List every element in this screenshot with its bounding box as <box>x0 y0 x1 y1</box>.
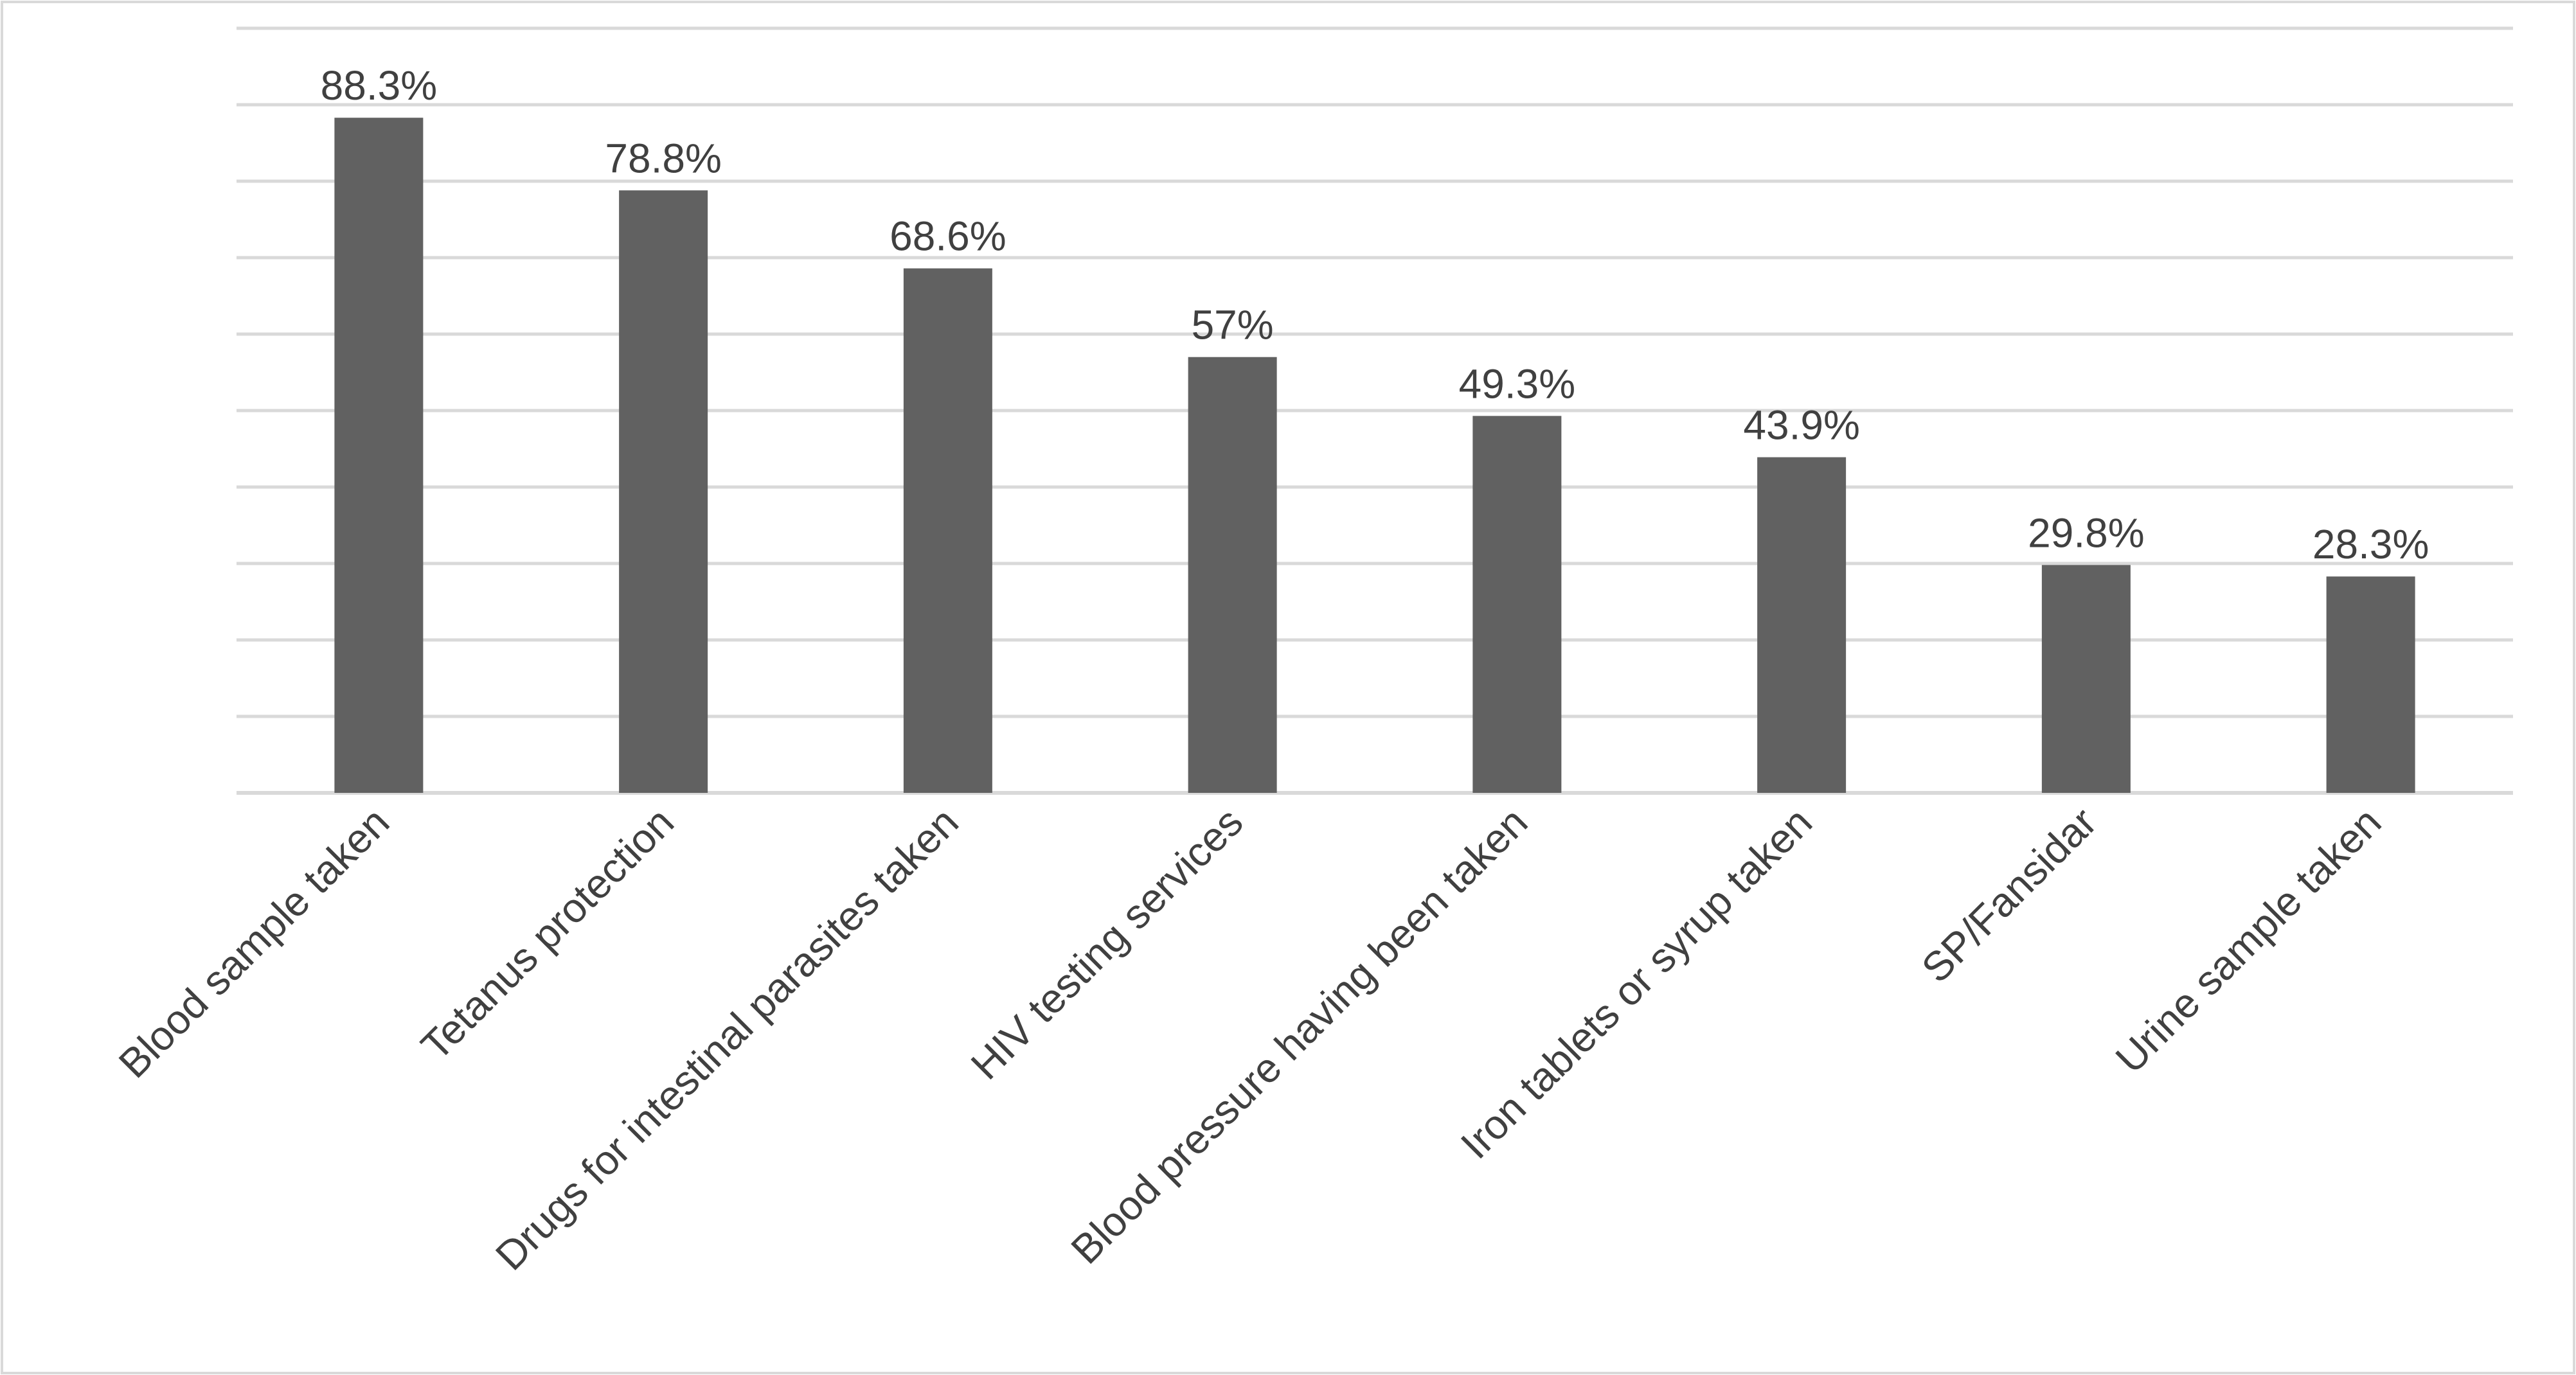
bar-8 <box>2326 576 2415 793</box>
bar-7 <box>2041 565 2131 793</box>
data-label-7: 29.8% <box>2028 510 2144 556</box>
bar-4 <box>1188 357 1277 793</box>
data-label-2: 78.8% <box>605 135 721 181</box>
data-label-5: 49.3% <box>1459 360 1575 407</box>
data-label-4: 57% <box>1192 302 1274 348</box>
data-label-6: 43.9% <box>1743 402 1859 448</box>
data-label-1: 88.3% <box>321 62 437 109</box>
gridlines <box>237 26 2513 795</box>
bar-3 <box>903 268 992 793</box>
bars <box>334 118 2415 794</box>
data-label-3: 68.6% <box>890 213 1006 260</box>
data-label-8: 28.3% <box>2312 521 2429 567</box>
bar-2 <box>619 190 708 793</box>
data-labels: 88.3% 78.8% 68.6% 57% 49.3% 43.9% 29.8% 28.3% <box>321 62 2429 567</box>
bar-6 <box>1757 457 1847 793</box>
bar-1 <box>334 118 424 794</box>
bar-5 <box>1472 416 1562 793</box>
